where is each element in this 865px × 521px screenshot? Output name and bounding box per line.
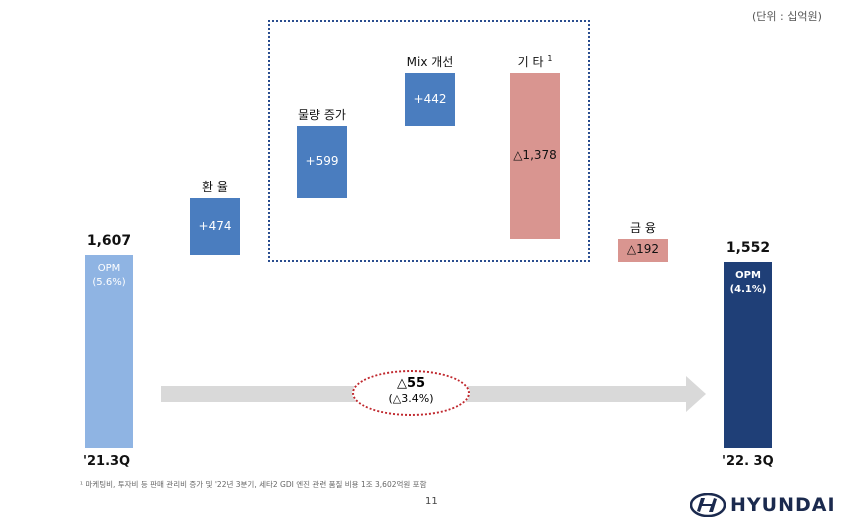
hyundai-emblem-icon — [690, 493, 726, 517]
bar-step-4: △1,378 — [510, 73, 560, 239]
footnote: ¹ 마케팅비, 투자비 등 판매 관리비 증가 및 '22년 3분기, 세타2 … — [80, 480, 427, 489]
bar-step-5-label: △192 — [626, 242, 660, 257]
footnote-marker: 1 — [547, 54, 553, 64]
bar-end-value: 1,552 — [725, 239, 771, 256]
unit-note: (단위 : 십억원) — [752, 10, 822, 23]
bar-step-4-label: △1,378 — [513, 147, 557, 162]
bar-start: OPM (5.6%) — [85, 255, 133, 448]
highlight-box — [268, 20, 590, 262]
bar-end-sub-pct: (4.1%) — [729, 283, 767, 295]
logo-text: HYUNDAI — [730, 494, 836, 516]
bar-start-value: 1,607 — [86, 233, 132, 249]
bar-step-1-name: 환 율 — [202, 180, 228, 195]
page-number: 11 — [425, 496, 438, 507]
change-ellipse: △55 (△3.4%) — [352, 370, 470, 416]
change-value: △55 — [396, 376, 426, 391]
bar-step-5: △192 — [618, 238, 668, 262]
bar-step-3-name: Mix 개선 — [406, 55, 454, 70]
hyundai-logo: HYUNDAI — [690, 492, 860, 518]
bar-step-1: +474 — [190, 198, 240, 255]
bar-start-sub-label: OPM — [97, 263, 121, 274]
bar-step-2-name: 물량 증가 — [298, 108, 346, 123]
bar-step-3-label: +442 — [413, 91, 447, 106]
period-start: '21.3Q — [83, 454, 131, 469]
period-end: '22. 3Q — [722, 454, 774, 469]
bar-step-4-name: 기 타 1 — [517, 54, 553, 70]
bar-step-1-label: +474 — [198, 218, 232, 233]
bar-step-5-name: 금 융 — [630, 220, 656, 235]
bar-end-sub-label: OPM — [735, 269, 761, 281]
change-percent: (△3.4%) — [388, 392, 434, 405]
bar-start-sub-pct: (5.6%) — [92, 277, 126, 288]
bar-end: OPM (4.1%) — [724, 261, 772, 448]
bar-step-3: +442 — [405, 73, 455, 127]
bar-step-2-label: +599 — [305, 154, 339, 169]
bar-step-2: +599 — [297, 126, 347, 199]
